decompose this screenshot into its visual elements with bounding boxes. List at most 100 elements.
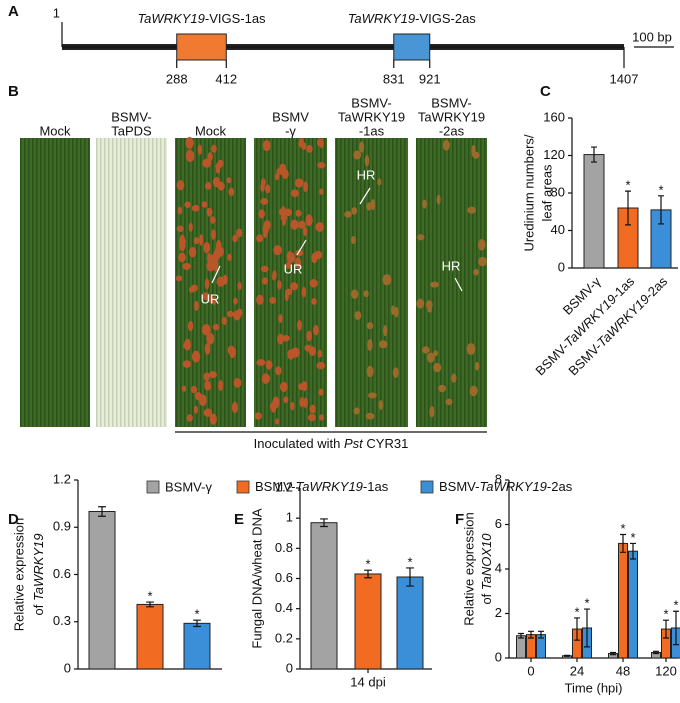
- rust-spot: [364, 155, 370, 167]
- rust-spot: [416, 298, 425, 309]
- rust-spot: [351, 236, 356, 245]
- rust-spot: [433, 350, 438, 357]
- x-axis-label: Time (hpi): [564, 680, 622, 695]
- photo-label: -1as: [359, 123, 385, 138]
- photo-label: TaWRKY19: [418, 109, 485, 124]
- error-bar: [663, 619, 669, 639]
- rust-spot: [190, 284, 198, 292]
- y-tick-label: 80: [551, 184, 565, 199]
- rust-spot: [201, 201, 208, 208]
- y-tick-label: 1.2: [275, 479, 293, 494]
- rust-spot: [303, 397, 308, 409]
- y-tick-label: 0.9: [53, 519, 71, 534]
- y-tick-label: 0: [558, 259, 565, 274]
- y-axis-label: Fungal DNA/wheat DNA: [249, 508, 264, 648]
- rust-spot: [427, 306, 433, 313]
- y-tick-label: 2: [495, 605, 502, 620]
- rust-spot: [179, 234, 186, 247]
- rust-spot: [283, 396, 289, 404]
- rust-spot: [207, 152, 213, 162]
- rust-spot: [429, 406, 435, 418]
- rust-spot: [290, 219, 299, 230]
- error-bar: [406, 567, 414, 587]
- x-tick-label: 0: [527, 663, 534, 678]
- rust-spot: [285, 261, 292, 269]
- photo-annotation: HR: [357, 167, 376, 182]
- rust-spot: [275, 366, 282, 376]
- rust-spot: [194, 300, 199, 312]
- error-bar: [364, 569, 372, 579]
- rust-spot: [176, 180, 185, 191]
- rust-spot: [367, 339, 373, 351]
- rust-spot: [350, 289, 359, 299]
- rust-spot: [305, 214, 313, 226]
- significance: *: [673, 598, 678, 613]
- rust-spot: [209, 413, 217, 425]
- rust-spot: [261, 373, 270, 385]
- rust-spot: [291, 347, 300, 358]
- rust-spot: [317, 162, 326, 169]
- significance: *: [194, 607, 199, 622]
- rust-spot: [284, 288, 293, 296]
- rust-spot: [271, 273, 277, 281]
- rust-spot: [365, 412, 375, 420]
- y-axis-label: of TaNOX10: [479, 533, 494, 605]
- photo-label: -γ: [285, 123, 296, 138]
- rust-spot: [258, 209, 265, 219]
- rust-spot: [416, 234, 425, 241]
- x-tick-label: 14 dpi: [350, 674, 386, 689]
- rust-spot: [281, 169, 289, 180]
- error-bar: [625, 190, 631, 226]
- rust-spot: [261, 277, 269, 285]
- bar: [183, 622, 211, 670]
- rust-spot: [277, 280, 282, 290]
- rust-spot: [286, 250, 293, 263]
- rust-spot: [315, 222, 324, 233]
- rust-spot: [263, 220, 271, 231]
- rust-spot: [215, 239, 222, 252]
- bar: [628, 550, 638, 659]
- rust-spot: [377, 178, 382, 186]
- rust-spot: [311, 297, 317, 305]
- y-axis-label: of TaWRKY19: [31, 534, 46, 616]
- rust-spot: [211, 144, 217, 153]
- rust-spot: [383, 325, 388, 337]
- rust-spot: [367, 392, 377, 399]
- x-tick-label: 24: [570, 663, 584, 678]
- error-bar: [146, 601, 154, 608]
- legend-swatch: [420, 480, 434, 494]
- rust-spot: [176, 225, 184, 232]
- rust-spot: [221, 316, 227, 326]
- x-tick-label: 48: [616, 663, 630, 678]
- rust-spot: [188, 222, 193, 232]
- rust-spot: [298, 137, 305, 148]
- rust-spot: [451, 373, 457, 384]
- rust-spot: [191, 350, 201, 363]
- bar: [396, 576, 424, 670]
- legend-swatch: [236, 480, 250, 494]
- photo-label: TaPDS: [111, 123, 152, 138]
- rust-spot: [231, 401, 238, 414]
- rust-spot: [237, 281, 242, 291]
- panel-label: B: [8, 83, 19, 100]
- rust-spot: [290, 282, 298, 291]
- y-tick-label: 0.6: [53, 566, 71, 581]
- photo-label: BSMV-: [351, 95, 391, 110]
- rust-spot: [313, 324, 319, 336]
- legend-label: BSMV-TaWRKY19-2as: [439, 479, 573, 494]
- significance: *: [365, 557, 370, 572]
- photo-annotation: UR: [201, 291, 220, 306]
- rust-spot: [309, 404, 316, 414]
- rust-spot: [265, 360, 273, 370]
- rust-spot: [228, 187, 235, 197]
- significance: *: [663, 607, 668, 622]
- rust-spot: [182, 360, 192, 368]
- fragment: [176, 33, 227, 61]
- rust-spot: [278, 208, 285, 216]
- rust-spot: [187, 149, 192, 156]
- rust-spot: [306, 144, 313, 153]
- error-bar: [98, 506, 106, 517]
- rust-spot: [353, 407, 360, 415]
- rust-spot: [212, 177, 221, 188]
